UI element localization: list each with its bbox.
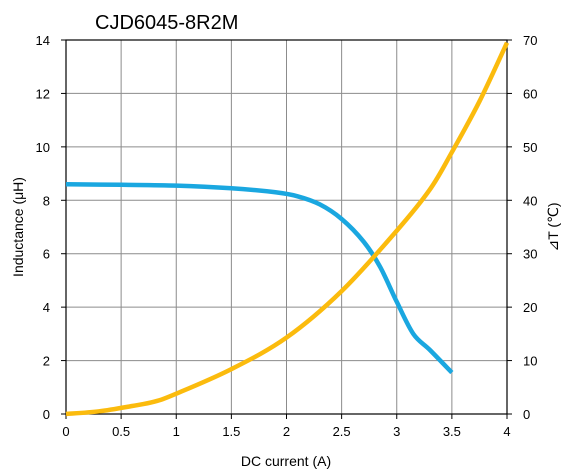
y-tick-label: 12 (36, 86, 50, 101)
y-tick-label: 10 (36, 140, 50, 155)
y-tick-label: 8 (43, 193, 50, 208)
temperature-rise-curve (65, 41, 510, 417)
x-axis-ticks: 0 0.5 1 1.5 2 2.5 3 3.5 4 (62, 414, 511, 439)
series-layer (65, 41, 510, 417)
x-tick-label: 0.5 (112, 424, 130, 439)
x-tick-label: 3 (393, 424, 400, 439)
y-tick-label: 2 (43, 354, 50, 369)
y-tick-label: 4 (43, 300, 50, 315)
y2-tick-label: 50 (523, 140, 537, 155)
x-tick-label: 0 (62, 424, 69, 439)
x-tick-label: 2.5 (333, 424, 351, 439)
y2-tick-label: 40 (523, 193, 537, 208)
x-tick-label: 1 (173, 424, 180, 439)
y2-tick-label: 30 (523, 247, 537, 262)
x-axis-label: DC current (A) (241, 453, 331, 469)
grid (66, 40, 507, 414)
x-tick-label: 3.5 (443, 424, 461, 439)
y-tick-label: 14 (36, 33, 50, 48)
y2-tick-label: 10 (523, 354, 537, 369)
y2-tick-label: 70 (523, 33, 537, 48)
chart-title: CJD6045-8R2M (95, 12, 238, 34)
x-tick-label: 4 (503, 424, 510, 439)
y-tick-label: 6 (43, 247, 50, 262)
y2-tick-label: 60 (523, 86, 537, 101)
y2-axis-label: ⊿T (℃) (545, 203, 561, 252)
y-tick-label: 0 (43, 407, 50, 422)
y-axis-ticks: 0 2 4 6 8 10 12 14 (36, 33, 66, 422)
x-tick-label: 2 (283, 424, 290, 439)
x-tick-label: 1.5 (222, 424, 240, 439)
y2-tick-label: 20 (523, 300, 537, 315)
y2-tick-label: 0 (523, 407, 530, 422)
y2-axis-ticks: 0 10 20 30 40 50 60 70 (507, 33, 537, 422)
y-axis-label: Inductance (μH) (10, 177, 26, 277)
inductance-curve (65, 182, 454, 375)
